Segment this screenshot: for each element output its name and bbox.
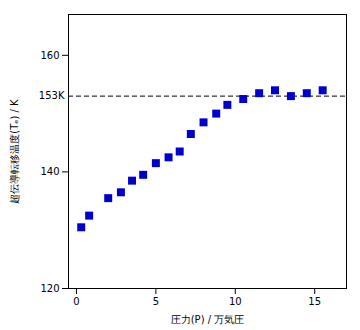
svg-text:超伝導転移温度(Tₑ) / K: 超伝導転移温度(Tₑ) / K (9, 99, 20, 204)
svg-text:10: 10 (229, 296, 242, 307)
svg-text:0: 0 (73, 296, 79, 307)
svg-text:140: 140 (40, 166, 59, 177)
svg-text:153K: 153K (39, 90, 65, 101)
svg-text:120: 120 (40, 283, 59, 294)
svg-text:5: 5 (153, 296, 159, 307)
svg-text:15: 15 (308, 296, 321, 307)
svg-text:圧力(P) / 万気圧: 圧力(P) / 万気圧 (171, 314, 245, 325)
svg-text:160: 160 (40, 50, 59, 61)
